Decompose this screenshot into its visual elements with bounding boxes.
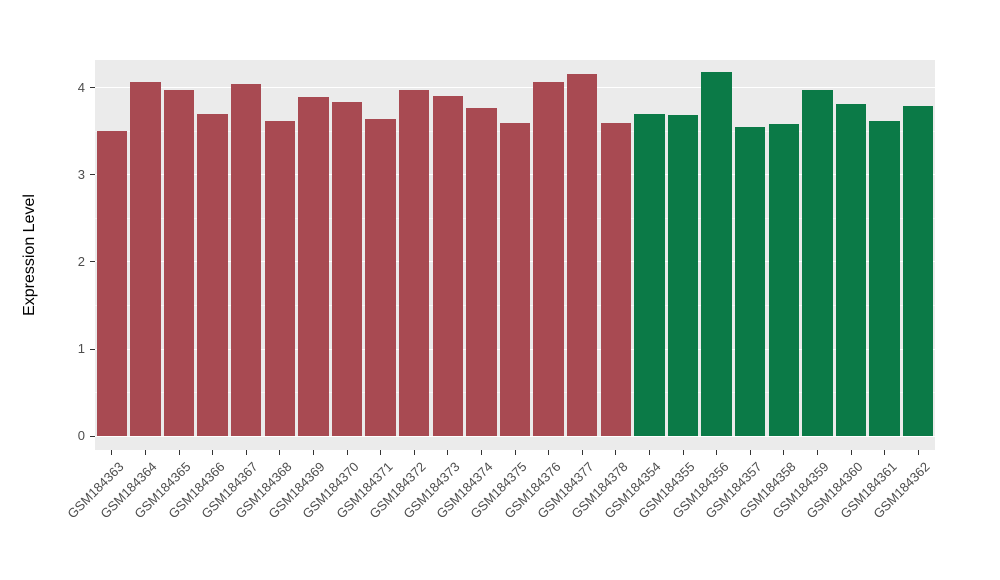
gridline-major bbox=[95, 87, 935, 89]
x-tick-mark bbox=[816, 450, 818, 455]
gridline-major bbox=[95, 435, 935, 437]
y-tick-label: 3 bbox=[77, 166, 85, 182]
x-tick-mark bbox=[346, 450, 348, 455]
x-tick-mark bbox=[212, 450, 214, 455]
bar bbox=[735, 127, 766, 437]
bar bbox=[600, 122, 631, 437]
y-tick-mark bbox=[90, 87, 95, 89]
bar bbox=[264, 120, 295, 437]
y-axis-title: Expression Level bbox=[21, 194, 38, 316]
x-tick-mark bbox=[245, 450, 247, 455]
bar bbox=[96, 131, 127, 437]
bar bbox=[163, 90, 195, 437]
bar bbox=[298, 96, 329, 437]
x-tick-mark bbox=[917, 450, 919, 455]
y-tick-label: 2 bbox=[77, 253, 85, 269]
bar bbox=[802, 89, 833, 437]
y-tick-label: 4 bbox=[77, 79, 85, 95]
bar bbox=[399, 90, 430, 437]
bar bbox=[567, 73, 598, 437]
x-tick-mark bbox=[312, 450, 314, 455]
x-tick-mark bbox=[111, 450, 113, 455]
bar bbox=[197, 113, 228, 437]
x-tick-mark bbox=[749, 450, 751, 455]
y-tick-mark bbox=[90, 348, 95, 350]
bar bbox=[231, 84, 262, 437]
x-tick-mark bbox=[178, 450, 180, 455]
plot-panel bbox=[95, 60, 935, 450]
x-tick-mark bbox=[884, 450, 886, 455]
bar bbox=[634, 113, 665, 437]
bar bbox=[869, 120, 900, 437]
x-tick-mark bbox=[850, 450, 852, 455]
x-tick-mark bbox=[380, 450, 382, 455]
y-tick-label: 1 bbox=[77, 341, 85, 357]
y-tick-label: 0 bbox=[77, 428, 85, 444]
bar bbox=[466, 107, 497, 437]
x-tick-mark bbox=[144, 450, 146, 455]
x-tick-mark bbox=[413, 450, 415, 455]
y-tick-mark bbox=[90, 261, 95, 263]
bar bbox=[533, 81, 564, 437]
bar bbox=[130, 81, 161, 437]
x-tick-mark bbox=[279, 450, 281, 455]
y-tick-mark bbox=[90, 435, 95, 437]
bar bbox=[667, 114, 699, 437]
x-tick-mark bbox=[682, 450, 684, 455]
bar bbox=[768, 124, 799, 437]
x-tick-mark bbox=[548, 450, 550, 455]
x-tick-mark bbox=[514, 450, 516, 455]
x-tick-mark bbox=[648, 450, 650, 455]
bar bbox=[365, 119, 396, 437]
bar bbox=[701, 72, 732, 437]
bar bbox=[331, 101, 363, 437]
x-tick-mark bbox=[581, 450, 583, 455]
x-tick-mark bbox=[447, 450, 449, 455]
bar bbox=[903, 106, 934, 437]
bar bbox=[499, 122, 531, 437]
x-tick-mark bbox=[480, 450, 482, 455]
x-tick-mark bbox=[716, 450, 718, 455]
y-tick-mark bbox=[90, 174, 95, 176]
x-tick-mark bbox=[615, 450, 617, 455]
bar bbox=[432, 95, 463, 437]
x-tick-mark bbox=[783, 450, 785, 455]
bar bbox=[835, 103, 867, 437]
